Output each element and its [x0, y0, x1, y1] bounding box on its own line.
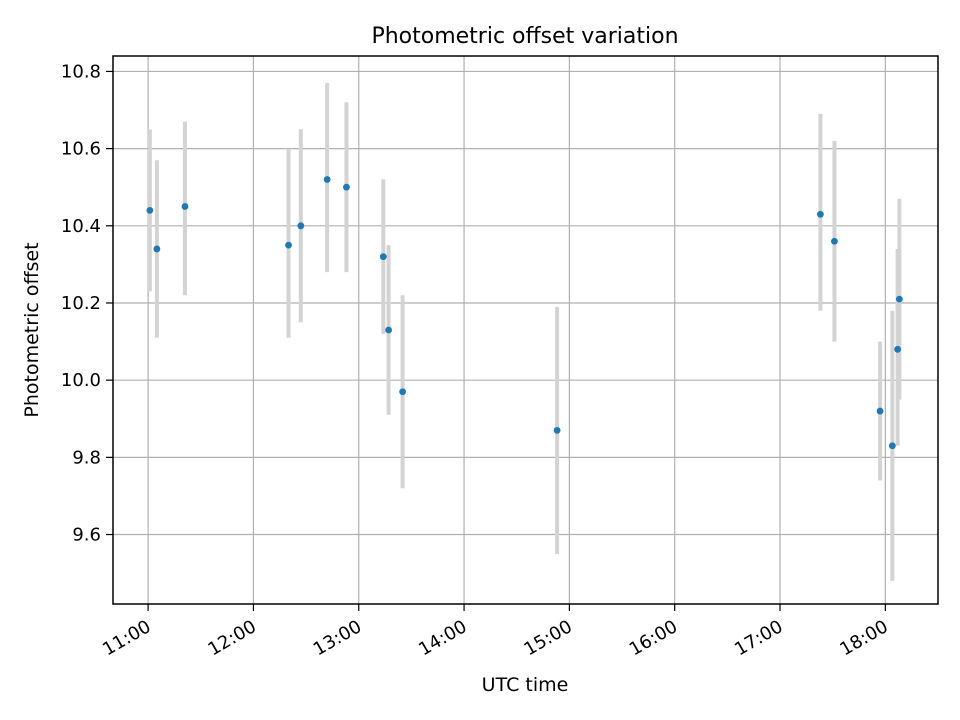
data-point [343, 183, 350, 191]
data-point [385, 326, 392, 334]
data-point [297, 222, 305, 230]
data-point [894, 345, 902, 353]
chart-title: Photometric offset variation [371, 24, 678, 49]
y-tick-label: 10.6 [61, 139, 101, 160]
plot-frame [112, 55, 939, 605]
y-tick-label: 9.6 [72, 525, 101, 546]
data-point [895, 295, 903, 303]
data-point [553, 426, 561, 434]
data-point [379, 253, 387, 261]
data-point [888, 442, 896, 450]
y-axis-label: Photometric offset [21, 242, 43, 417]
data-point [181, 203, 189, 210]
y-tick-label: 10.2 [61, 293, 101, 314]
data-point [153, 245, 161, 253]
data-point [399, 388, 407, 396]
x-axis-label: UTC time [482, 674, 569, 696]
data-points [146, 176, 903, 450]
data-point [285, 241, 292, 249]
data-point [146, 206, 154, 214]
grid [113, 56, 938, 604]
data-point [876, 407, 884, 415]
data-point [816, 210, 824, 218]
y-tick-label: 10.0 [61, 370, 101, 391]
y-tick-label: 10.4 [61, 216, 101, 237]
data-point [323, 176, 331, 183]
y-tick-label: 10.8 [61, 61, 101, 82]
data-point [831, 237, 838, 245]
y-tick-label: 9.8 [72, 447, 101, 468]
